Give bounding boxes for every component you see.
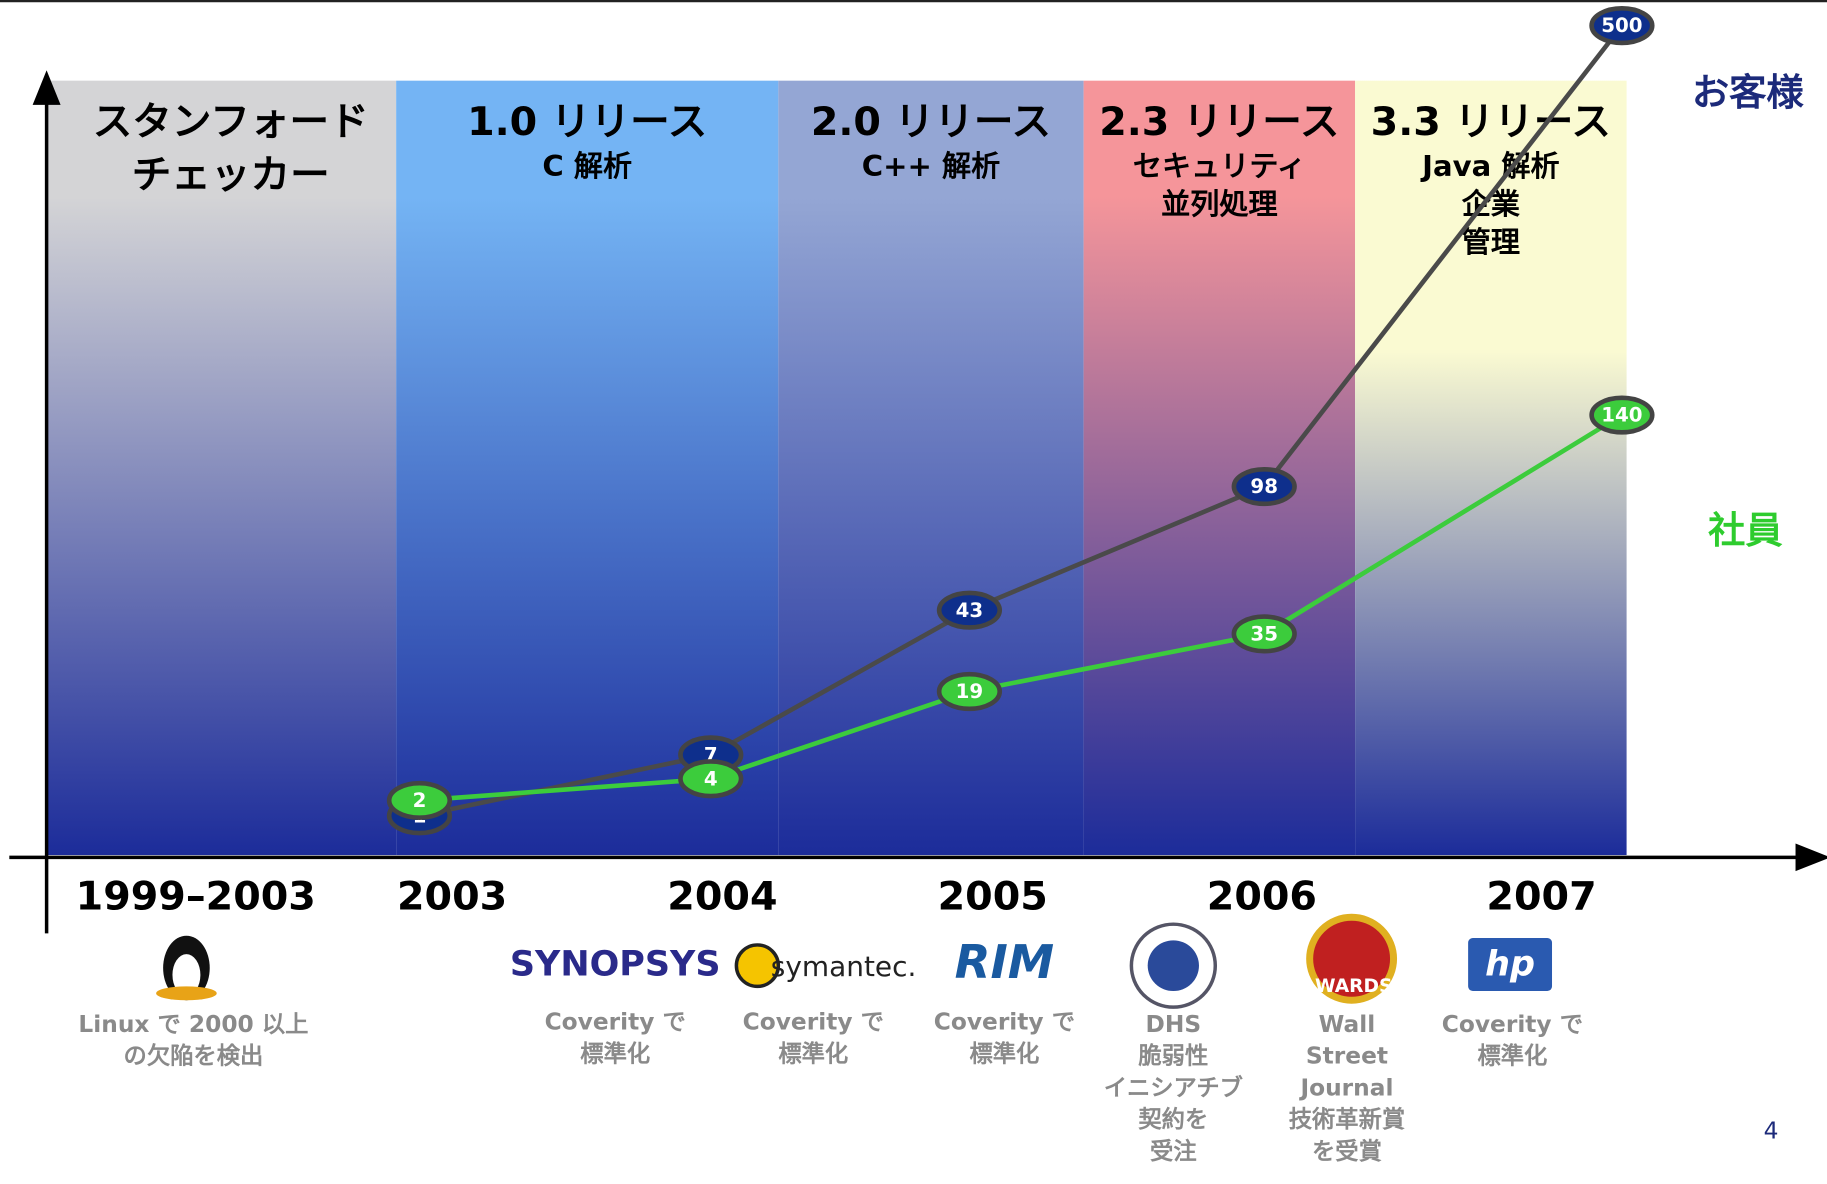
- phase-subtitle: C 解析: [542, 149, 632, 183]
- logo: RIM: [955, 935, 1055, 989]
- seal-inner: [1147, 940, 1199, 992]
- milestone-caption: を受賞: [1312, 1138, 1382, 1165]
- phase-title: スタンフォード: [93, 99, 369, 145]
- phase-subtitle: C++ 解析: [862, 149, 1001, 183]
- milestone-caption: Street: [1306, 1043, 1388, 1070]
- x-tick-label: 2007: [1486, 873, 1596, 919]
- data-label: 43: [956, 599, 984, 622]
- milestone-caption: 標準化: [778, 1041, 848, 1068]
- milestone-caption: Coverity で: [934, 1009, 1075, 1036]
- phase-band: [46, 80, 397, 856]
- phase-title: 1.0 リリース: [467, 99, 707, 145]
- phase-subtitle: 管理: [1462, 225, 1520, 259]
- phase-band: [1083, 80, 1356, 856]
- milestone-caption: 標準化: [969, 1041, 1039, 1068]
- legend-label: お客様: [1692, 71, 1805, 114]
- data-point: [678, 759, 744, 799]
- page-number: 4: [1764, 1118, 1779, 1145]
- milestone-caption: Wall: [1319, 1011, 1376, 1038]
- x-tick-label: 2003: [397, 873, 507, 919]
- hp-box: [1468, 938, 1553, 992]
- data-label: 500: [1601, 14, 1642, 37]
- phase-subtitle: Java 解析: [1420, 149, 1560, 183]
- data-point: [936, 590, 1003, 630]
- x-tick-label: 2006: [1207, 873, 1317, 919]
- milestone-caption: 脆弱性: [1137, 1043, 1208, 1070]
- data-label: 98: [1250, 475, 1278, 498]
- logo: hp: [1485, 945, 1535, 985]
- x-tick-label: 1999–2003: [76, 873, 316, 919]
- milestone-caption: Coverity で: [545, 1009, 686, 1036]
- milestone-caption: Linux で 2000 以上: [78, 1011, 308, 1038]
- logo: SYNOPSYS: [510, 945, 721, 985]
- phase-band: [778, 80, 1084, 856]
- penguin-feet: [156, 986, 217, 1001]
- legend-label: 社員: [1708, 509, 1783, 552]
- penguin-belly: [172, 954, 201, 996]
- logo: AWARDS: [1301, 976, 1392, 997]
- milestone-caption: Coverity で: [743, 1009, 884, 1036]
- milestone-caption: 契約を: [1137, 1106, 1208, 1133]
- data-point: [386, 780, 453, 821]
- milestone-caption: DHS: [1146, 1011, 1202, 1038]
- data-point: [936, 671, 1003, 712]
- x-tick-label: 2005: [938, 873, 1048, 919]
- milestone-caption: の欠陥を検出: [124, 1043, 264, 1070]
- data-point: [1231, 614, 1297, 654]
- phase-subtitle: 並列処理: [1161, 187, 1277, 221]
- milestone-caption: Coverity で: [1442, 1011, 1583, 1038]
- x-tick-label: 2004: [667, 873, 777, 919]
- milestone-caption: 受注: [1150, 1138, 1197, 1165]
- data-label: 4: [704, 767, 718, 790]
- phase-subtitle: セキュリティ: [1133, 149, 1306, 183]
- symantec-mark: [734, 943, 781, 989]
- phase-title: 2.3 リリース: [1099, 99, 1339, 145]
- milestone-caption: 標準化: [1477, 1043, 1547, 1070]
- phase-band: [396, 80, 779, 856]
- phase-title: 3.3 リリース: [1371, 99, 1611, 145]
- milestone-caption: イニシアチブ: [1104, 1075, 1243, 1102]
- data-label: 35: [1250, 623, 1278, 646]
- phase-band: [1355, 80, 1627, 856]
- phase-title: チェッカー: [132, 152, 330, 198]
- data-label: 19: [956, 680, 984, 703]
- data-point: [1231, 466, 1297, 507]
- milestone-caption: 標準化: [580, 1041, 650, 1068]
- logo: symantec.: [771, 950, 917, 983]
- data-point: [1589, 395, 1655, 435]
- data-label: 140: [1601, 404, 1642, 427]
- phase-title: 2.0 リリース: [811, 99, 1051, 145]
- data-label: 2: [413, 789, 427, 812]
- milestone-caption: 技術革新賞: [1289, 1106, 1405, 1133]
- data-point: [1589, 6, 1655, 46]
- milestone-caption: Journal: [1298, 1075, 1393, 1102]
- award-medal: [1306, 913, 1398, 1004]
